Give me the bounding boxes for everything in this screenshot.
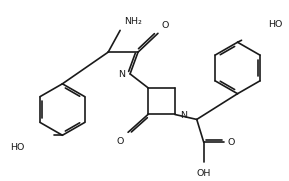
Text: OH: OH [197,169,211,178]
Text: O: O [228,138,235,147]
Text: N: N [118,70,125,79]
Text: O: O [117,137,124,146]
Text: N: N [180,111,187,120]
Text: HO: HO [268,20,283,29]
Text: HO: HO [10,143,25,152]
Text: NH₂: NH₂ [124,17,142,26]
Text: O: O [162,21,169,30]
